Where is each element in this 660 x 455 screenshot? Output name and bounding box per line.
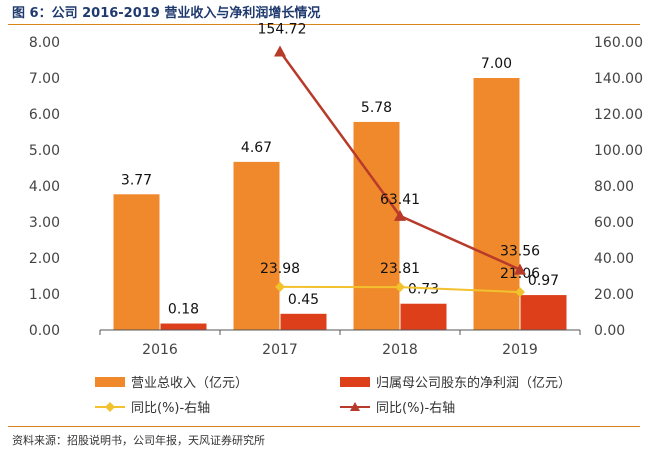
y-left-tick-label: 0.00 <box>29 323 60 339</box>
y-left-tick-label: 7.00 <box>29 71 60 87</box>
legend-item-yoy-profit: 同比(%)-右轴 <box>95 397 210 416</box>
x-tick-label: 2016 <box>142 342 178 358</box>
revenue-bar <box>353 121 400 330</box>
y-right-tick-label: 140.00 <box>594 71 643 87</box>
revenue-data-label: 4.67 <box>241 140 272 156</box>
yoy-revenue-marker <box>274 45 286 57</box>
revenue-bar <box>473 78 520 330</box>
legend-label-yoy-profit: 同比(%)-右轴 <box>131 401 211 416</box>
yoy-revenue-data-label: 154.72 <box>258 22 307 38</box>
revenue-data-label: 5.78 <box>361 100 392 116</box>
revenue-bar <box>233 161 280 330</box>
yoy-profit-marker <box>395 282 405 293</box>
legend-item-yoy-revenue: 同比(%)-右轴 <box>340 397 455 416</box>
y-right-tick-label: 40.00 <box>594 251 634 267</box>
y-right-tick-label: 160.00 <box>594 35 643 51</box>
y-left-tick-label: 3.00 <box>29 215 60 231</box>
legend-swatch-yoy-profit <box>95 401 125 412</box>
yoy-revenue-data-label: 33.56 <box>500 244 540 260</box>
y-left-tick-label: 6.00 <box>29 107 60 123</box>
legend-swatch-profit <box>340 376 370 387</box>
y-right-tick-label: 100.00 <box>594 143 643 159</box>
y-right-tick-label: 80.00 <box>594 179 634 195</box>
legend-item-revenue: 营业总收入（亿元） <box>95 372 248 391</box>
yoy-profit-marker <box>275 281 285 292</box>
footer-divider <box>8 426 640 427</box>
profit-data-label: 0.18 <box>168 302 199 318</box>
legend-item-profit: 归属母公司股东的净利润（亿元） <box>340 372 571 391</box>
yoy-profit-data-label: 23.81 <box>380 261 420 277</box>
revenue-data-label: 7.00 <box>481 56 512 72</box>
legend-label-revenue: 营业总收入（亿元） <box>131 376 249 391</box>
y-left-tick-label: 8.00 <box>29 35 60 51</box>
profit-data-label: 0.97 <box>528 273 559 289</box>
revenue-data-label: 3.77 <box>121 172 152 188</box>
profit-bar <box>280 313 327 330</box>
profit-bar <box>400 303 447 330</box>
yoy-revenue-marker <box>394 209 406 221</box>
profit-bar <box>520 295 567 330</box>
x-tick-label: 2017 <box>262 342 298 358</box>
yoy-profit-marker <box>515 287 525 298</box>
x-tick-label: 2019 <box>502 342 538 358</box>
y-right-tick-label: 0.00 <box>594 323 625 339</box>
y-left-tick-label: 1.00 <box>29 287 60 303</box>
y-left-tick-label: 2.00 <box>29 251 60 267</box>
chart-title: 图 6：公司 2016-2019 营业收入与净利润增长情况 <box>12 6 321 21</box>
profit-bar <box>160 323 207 330</box>
yoy-revenue-marker <box>514 263 526 275</box>
yoy-profit-data-label: 23.98 <box>260 261 300 277</box>
y-right-tick-label: 120.00 <box>594 107 643 123</box>
legend-swatch-yoy-revenue <box>340 401 370 411</box>
legend-label-yoy-revenue: 同比(%)-右轴 <box>376 401 456 416</box>
y-right-tick-label: 60.00 <box>594 215 634 231</box>
revenue-bar <box>113 194 160 330</box>
source-note: 资料来源：招股说明书，公司年报，天风证券研究所 <box>12 434 265 447</box>
profit-data-label: 0.45 <box>288 292 319 308</box>
legend-swatch-revenue <box>95 376 125 387</box>
y-left-tick-label: 5.00 <box>29 143 60 159</box>
yoy-revenue-data-label: 63.41 <box>380 192 420 208</box>
title-divider <box>8 24 640 25</box>
legend-label-profit: 归属母公司股东的净利润（亿元） <box>376 376 572 391</box>
y-left-tick-label: 4.00 <box>29 179 60 195</box>
y-right-tick-label: 20.00 <box>594 287 634 303</box>
x-tick-label: 2018 <box>382 342 418 358</box>
profit-data-label: 0.73 <box>408 282 439 298</box>
